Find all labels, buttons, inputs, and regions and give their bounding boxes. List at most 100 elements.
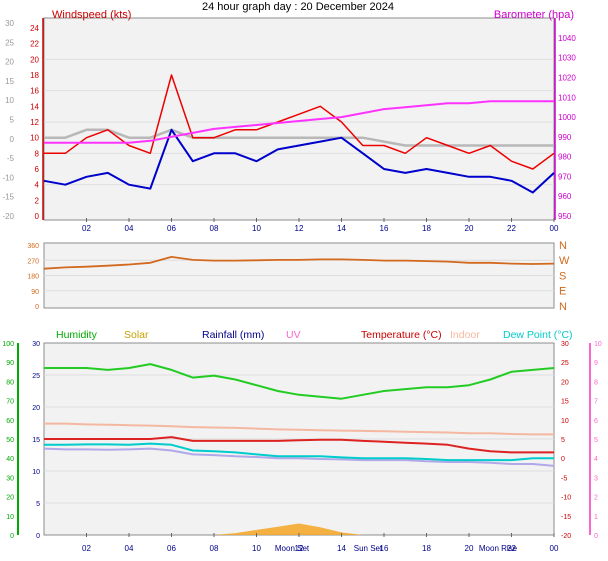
temperature-tick-label: 5 bbox=[561, 437, 565, 444]
compass-label: N bbox=[559, 240, 567, 252]
barometer-tick-label: 960 bbox=[558, 192, 572, 201]
rainfall-tick-label: 20 bbox=[32, 405, 40, 412]
bottom-x-ticks: 02 04 06 08 10 12 14 16 18 20 22 00 bbox=[82, 533, 559, 553]
barometer-tick-label: 1020 bbox=[558, 73, 576, 82]
hour-tick-label: 08 bbox=[210, 224, 219, 233]
bottom-legend: Humidity Solar Rainfall (mm) UV Temperature … bbox=[56, 329, 573, 341]
windspeed-tick-label: 14 bbox=[30, 102, 39, 111]
rainfall-tick-label: 0 bbox=[36, 533, 40, 540]
chart-title: 24 hour graph day : 20 December 2024 bbox=[202, 1, 394, 13]
humidity-tick-label: 80 bbox=[6, 379, 14, 386]
hour-tick-label: 06 bbox=[167, 224, 176, 233]
temperature-tick-label: -15 bbox=[561, 514, 571, 521]
hour-tick-label: 10 bbox=[252, 544, 261, 553]
moon-set-label: Moon Set bbox=[275, 544, 310, 553]
solar-area bbox=[44, 523, 554, 535]
uv-tick-label: 2 bbox=[594, 495, 598, 502]
bottom-grid bbox=[44, 374, 554, 504]
rainfall-tick-label: 30 bbox=[32, 341, 40, 348]
barometer-tick-label: 990 bbox=[558, 133, 572, 142]
windspeed-tick-label: 22 bbox=[30, 40, 39, 49]
humidity-tick-label: 40 bbox=[6, 456, 14, 463]
barometer-tick-label: 1040 bbox=[558, 34, 576, 43]
wind-outer-tick-label: 30 bbox=[5, 19, 14, 28]
barometer-tick-label: 1030 bbox=[558, 54, 576, 63]
compass-label: S bbox=[559, 270, 566, 282]
windspeed-tick-label: 20 bbox=[30, 55, 39, 64]
direction-tick-label: 0 bbox=[35, 304, 39, 311]
wind-outer-tick-label: 15 bbox=[5, 77, 14, 86]
wind-plot-area bbox=[43, 17, 555, 221]
uv-tick-label: 7 bbox=[594, 399, 598, 406]
humidity-line bbox=[44, 363, 555, 400]
hour-tick-label: 04 bbox=[125, 544, 134, 553]
dew-point-line bbox=[44, 442, 554, 462]
windspeed-tick-label: 4 bbox=[35, 181, 40, 190]
windspeed-tick-label: 0 bbox=[35, 212, 40, 221]
temperature-tick-label: 0 bbox=[561, 456, 565, 463]
hour-tick-label: 00 bbox=[550, 224, 559, 233]
wind-outer-tick-label: 20 bbox=[5, 58, 14, 67]
wind-outer-tick-label: -15 bbox=[2, 193, 14, 202]
temperature-tick-label: 20 bbox=[561, 379, 569, 386]
direction-tick-label: 270 bbox=[27, 258, 39, 265]
barometer-tick-label: 980 bbox=[558, 153, 572, 162]
hour-tick-label: 22 bbox=[507, 224, 516, 233]
humidity-tick-label: 0 bbox=[10, 533, 14, 540]
temperature-tick-label: 25 bbox=[561, 360, 569, 367]
hour-tick-label: 16 bbox=[380, 544, 389, 553]
barometer-line bbox=[44, 100, 554, 144]
uv-tick-label: 3 bbox=[594, 475, 598, 482]
hour-tick-label: 00 bbox=[550, 544, 559, 553]
uv-tick-label: 10 bbox=[594, 341, 602, 348]
hour-tick-label: 12 bbox=[295, 544, 304, 553]
barometer-ticks: 1040 1030 1020 1010 1000 990 980 970 960 950 bbox=[554, 18, 576, 221]
direction-line bbox=[43, 255, 555, 270]
humidity-tick-label: 60 bbox=[6, 418, 14, 425]
humidity-tick-label: 100 bbox=[2, 341, 14, 348]
direction-tick-label: 90 bbox=[31, 289, 39, 296]
hour-tick-label: 22 bbox=[507, 544, 516, 553]
windspeed-line bbox=[43, 128, 555, 194]
uv-tick-label: 9 bbox=[594, 360, 598, 367]
windspeed-tick-label: 12 bbox=[30, 118, 39, 127]
hour-tick-label: 16 bbox=[380, 224, 389, 233]
temperature-line bbox=[44, 436, 554, 454]
temperature-ticks: 30 25 20 15 10 5 0 -5 -10 -15 -20 bbox=[561, 341, 571, 540]
humidity-tick-label: 50 bbox=[6, 437, 14, 444]
temperature-outline-line bbox=[44, 128, 554, 147]
legend-item: Temperature (°C) bbox=[361, 329, 442, 341]
windspeed-tick-label: 8 bbox=[35, 149, 40, 158]
hour-tick-label: 02 bbox=[82, 224, 91, 233]
wind-outer-tick-label: -5 bbox=[7, 154, 15, 163]
humidity-tick-label: 10 bbox=[6, 514, 14, 521]
barometer-tick-label: 950 bbox=[558, 212, 572, 221]
barometer-tick-label: 1000 bbox=[558, 113, 576, 122]
hour-tick-label: 06 bbox=[167, 544, 176, 553]
moon-rise-label: Moon Rise bbox=[479, 544, 518, 553]
wind-outer-tick-label: 10 bbox=[5, 96, 14, 105]
barometer-tick-label: 970 bbox=[558, 172, 572, 181]
wind-series bbox=[43, 74, 555, 194]
wind-outer-tick-label: -10 bbox=[2, 173, 14, 182]
temperature-tick-label: 30 bbox=[561, 341, 569, 348]
temperature-tick-label: -5 bbox=[561, 475, 567, 482]
hour-tick-label: 14 bbox=[337, 224, 346, 233]
humidity-tick-label: 20 bbox=[6, 495, 14, 502]
wind-outer-tick-label: 5 bbox=[10, 116, 15, 125]
uv-tick-label: 4 bbox=[594, 456, 598, 463]
direction-series bbox=[43, 255, 555, 270]
humidity-tick-label: 90 bbox=[6, 360, 14, 367]
wind-outer-tick-label: -20 bbox=[2, 212, 14, 221]
hour-tick-label: 02 bbox=[82, 544, 91, 553]
hour-tick-label: 08 bbox=[210, 544, 219, 553]
gust-line bbox=[44, 74, 555, 170]
wind-outer-tick-label: 0 bbox=[10, 135, 15, 144]
temperature-tick-label: -20 bbox=[561, 533, 571, 540]
wind-left-outer-ticks: 30 25 20 15 10 5 0 -5 -10 -15 -20 bbox=[2, 19, 14, 221]
